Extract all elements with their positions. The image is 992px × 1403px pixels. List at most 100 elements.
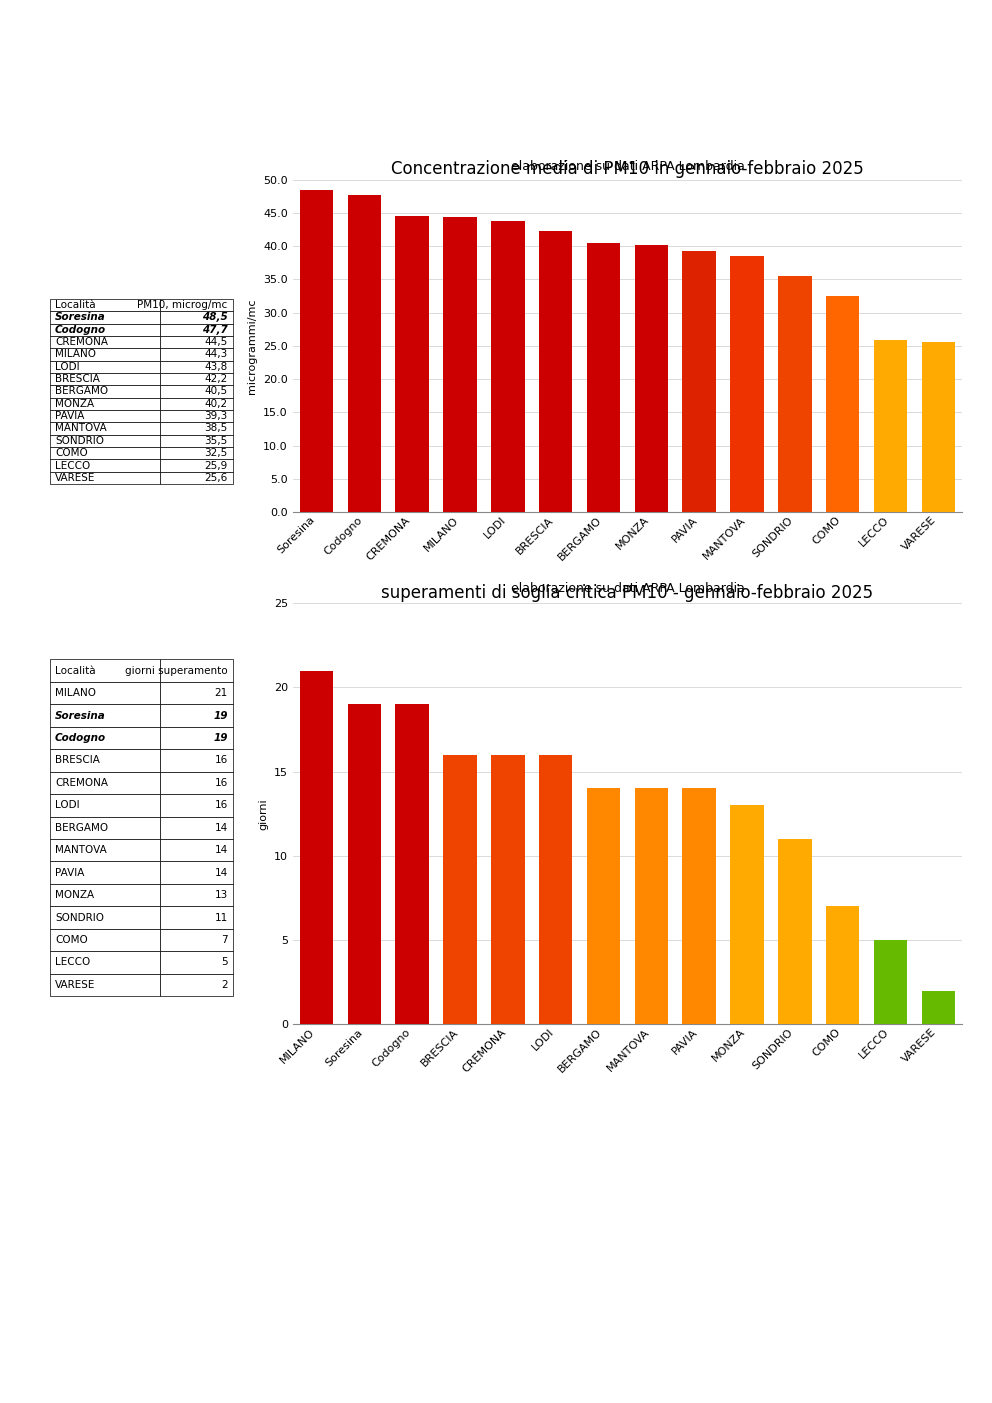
Bar: [300, 671, 333, 1024]
Text: BERGAMO: BERGAMO: [56, 386, 108, 397]
Text: Codogno: Codogno: [56, 732, 106, 744]
Bar: [160, 682, 233, 704]
Bar: [443, 217, 477, 512]
Bar: [826, 906, 859, 1024]
Bar: [922, 342, 955, 512]
Title: superamenti di soglia critica PM10 - gennaio-febbraio 2025: superamenti di soglia critica PM10 - gen…: [381, 584, 874, 602]
Y-axis label: microgrammi/mc: microgrammi/mc: [247, 297, 258, 394]
Text: elaborazione su dati ARPA Lombardia: elaborazione su dati ARPA Lombardia: [511, 160, 744, 173]
Text: COMO: COMO: [56, 448, 88, 459]
Text: 42,2: 42,2: [204, 375, 227, 384]
Text: 13: 13: [214, 890, 227, 901]
Text: 43,8: 43,8: [204, 362, 227, 372]
Text: 19: 19: [213, 732, 227, 744]
Bar: [347, 195, 381, 512]
Text: Località: Località: [56, 300, 96, 310]
Bar: [778, 839, 811, 1024]
Bar: [50, 817, 160, 839]
Text: 7: 7: [221, 934, 227, 946]
Text: PAVIA: PAVIA: [56, 867, 84, 878]
Bar: [160, 435, 233, 448]
Text: elaborazione su dati ARPA Lombardia: elaborazione su dati ARPA Lombardia: [511, 582, 744, 595]
Text: 40,5: 40,5: [204, 386, 227, 397]
Bar: [50, 422, 160, 435]
Text: Soresina: Soresina: [56, 710, 106, 721]
Text: CREMONA: CREMONA: [56, 777, 108, 788]
Bar: [160, 704, 233, 727]
Bar: [50, 682, 160, 704]
Bar: [160, 727, 233, 749]
Text: MONZA: MONZA: [56, 398, 94, 408]
Bar: [160, 324, 233, 335]
Bar: [160, 929, 233, 951]
Bar: [874, 340, 908, 512]
Text: 16: 16: [214, 777, 227, 788]
Text: MONZA: MONZA: [56, 890, 94, 901]
Text: LODI: LODI: [56, 800, 79, 811]
Bar: [160, 386, 233, 397]
Bar: [160, 471, 233, 484]
Title: Concentrazione media di PM10 in gennaio-febbraio 2025: Concentrazione media di PM10 in gennaio-…: [391, 160, 864, 178]
Bar: [682, 251, 716, 512]
Text: 21: 21: [214, 687, 227, 699]
Bar: [347, 704, 381, 1024]
Text: 2: 2: [221, 979, 227, 991]
Bar: [160, 348, 233, 361]
Bar: [160, 410, 233, 422]
Bar: [160, 422, 233, 435]
Bar: [160, 311, 233, 324]
Text: 25,9: 25,9: [204, 460, 227, 470]
Text: CREMONA: CREMONA: [56, 337, 108, 347]
Bar: [50, 397, 160, 410]
Bar: [160, 448, 233, 459]
Bar: [50, 884, 160, 906]
Bar: [50, 659, 160, 682]
Bar: [50, 772, 160, 794]
Bar: [50, 348, 160, 361]
Bar: [50, 749, 160, 772]
Bar: [50, 448, 160, 459]
Bar: [300, 189, 333, 512]
Bar: [50, 794, 160, 817]
Text: BRESCIA: BRESCIA: [56, 755, 100, 766]
Text: 39,3: 39,3: [204, 411, 227, 421]
Bar: [160, 299, 233, 311]
Bar: [50, 435, 160, 448]
Bar: [160, 861, 233, 884]
Text: COMO: COMO: [56, 934, 88, 946]
Bar: [491, 755, 525, 1024]
Bar: [160, 906, 233, 929]
Bar: [50, 727, 160, 749]
Bar: [50, 324, 160, 335]
Bar: [396, 216, 429, 512]
Bar: [160, 659, 233, 682]
Bar: [50, 299, 160, 311]
Bar: [50, 974, 160, 996]
Bar: [50, 459, 160, 471]
Bar: [587, 243, 620, 512]
Bar: [160, 817, 233, 839]
Text: 38,5: 38,5: [204, 424, 227, 434]
Text: SONDRIO: SONDRIO: [56, 436, 104, 446]
Text: 44,3: 44,3: [204, 349, 227, 359]
Text: 11: 11: [214, 912, 227, 923]
Bar: [160, 335, 233, 348]
Bar: [50, 951, 160, 974]
Text: 16: 16: [214, 755, 227, 766]
Text: BERGAMO: BERGAMO: [56, 822, 108, 833]
Text: MANTOVA: MANTOVA: [56, 424, 107, 434]
Bar: [160, 794, 233, 817]
Text: PM10, microg/mc: PM10, microg/mc: [137, 300, 227, 310]
Text: 16: 16: [214, 800, 227, 811]
Text: BRESCIA: BRESCIA: [56, 375, 100, 384]
Bar: [539, 755, 572, 1024]
Text: 14: 14: [214, 822, 227, 833]
Text: 47,7: 47,7: [201, 324, 227, 335]
Bar: [160, 361, 233, 373]
Text: giorni superamento: giorni superamento: [125, 665, 227, 676]
Text: 32,5: 32,5: [204, 448, 227, 459]
Bar: [491, 220, 525, 512]
Text: MANTOVA: MANTOVA: [56, 845, 107, 856]
Bar: [874, 940, 908, 1024]
Text: SONDRIO: SONDRIO: [56, 912, 104, 923]
